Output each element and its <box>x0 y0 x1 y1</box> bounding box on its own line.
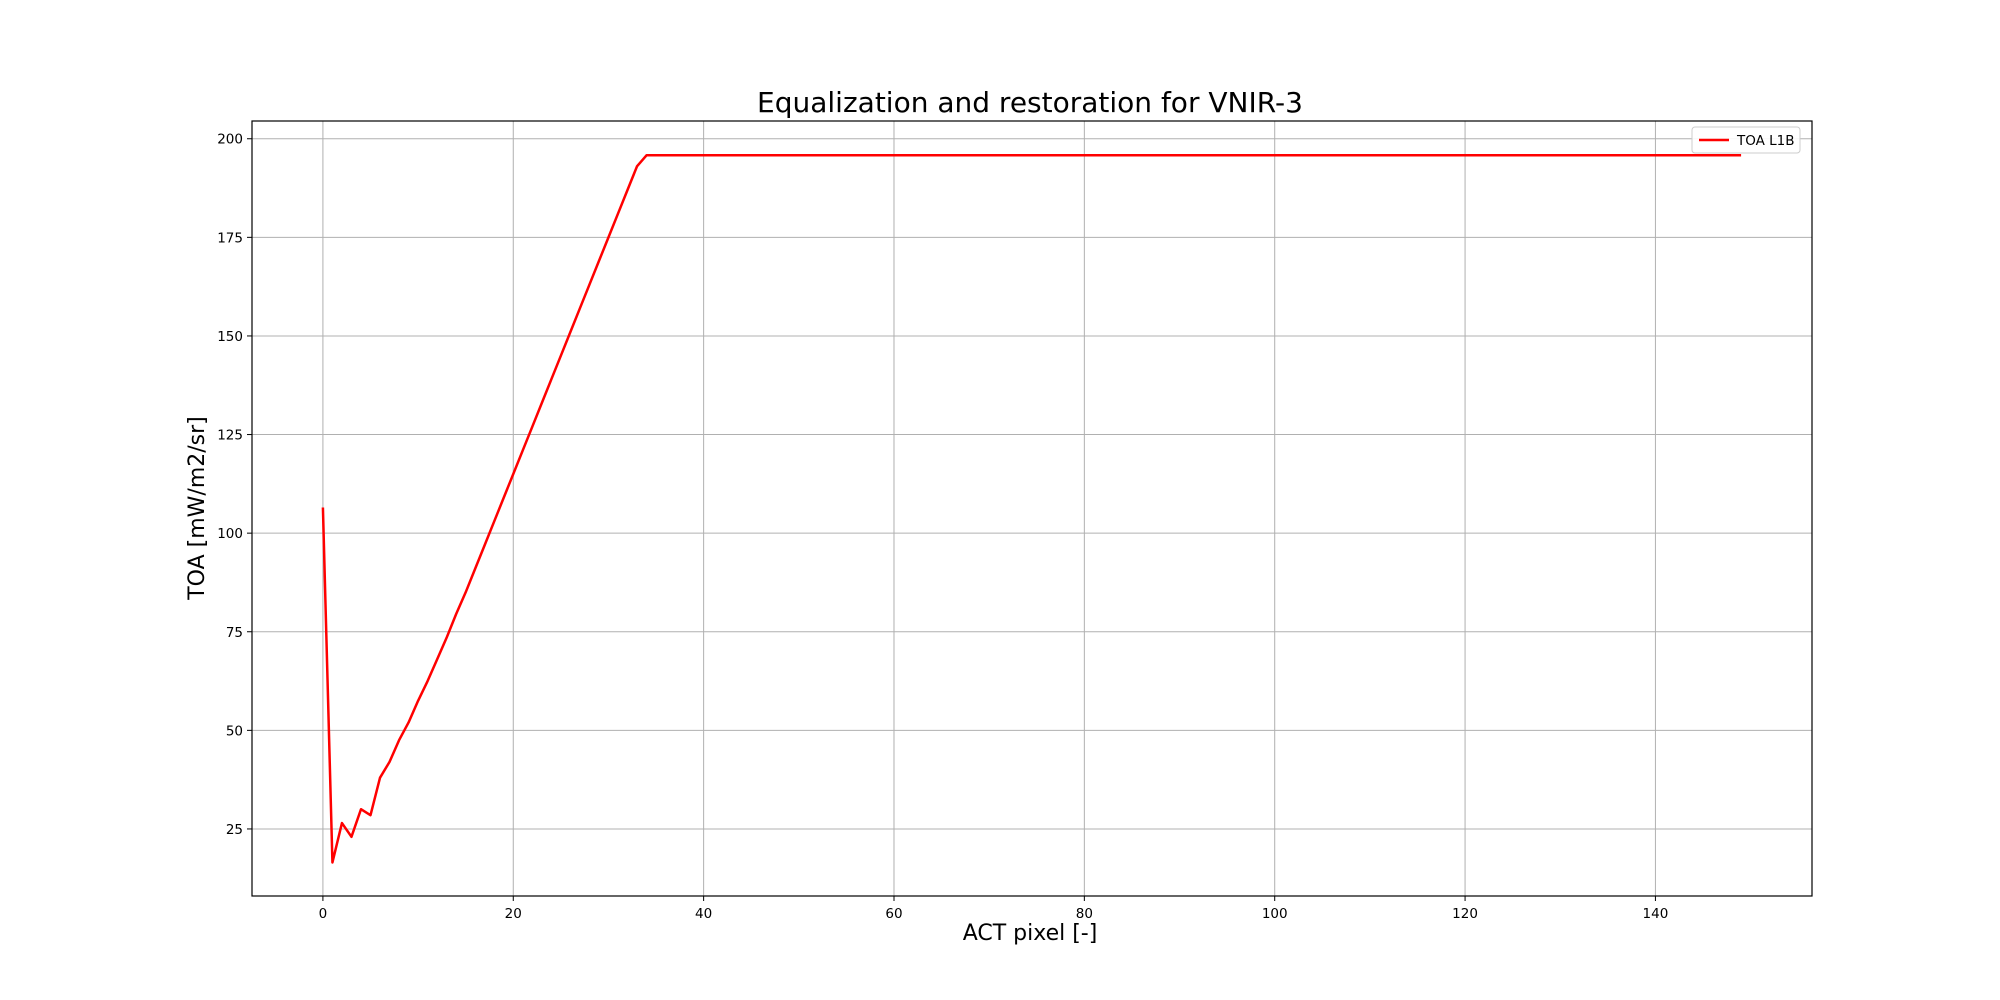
series-line-toa-l1b <box>321 154 1742 864</box>
ticks: 0 20 40 60 80 100 120 140 25 50 75 100 125 150 175 200 <box>217 132 1668 922</box>
y-tick-label: 125 <box>217 428 243 444</box>
legend: TOA L1B <box>1691 126 1801 154</box>
y-tick-label: 50 <box>226 723 243 739</box>
y-tick-label: 175 <box>217 230 243 246</box>
x-tick-label: 20 <box>505 906 522 922</box>
y-tick-label: 75 <box>226 625 243 641</box>
chart-title: Equalization and restoration for VNIR-3 <box>757 86 1303 119</box>
y-tick-label: 150 <box>217 329 243 345</box>
y-tick-label: 25 <box>226 822 243 838</box>
legend-box <box>1691 126 1801 154</box>
y-tick-label: 100 <box>217 526 243 542</box>
x-tick-label: 40 <box>695 906 712 922</box>
x-axis-label: ACT pixel [-] <box>963 921 1098 946</box>
legend-label: TOA L1B <box>1736 133 1795 149</box>
x-tick-label: 100 <box>1262 906 1288 922</box>
x-tick-label: 60 <box>885 906 902 922</box>
x-tick-label: 0 <box>319 906 328 922</box>
grid <box>252 121 1812 896</box>
x-tick-label: 140 <box>1643 906 1669 922</box>
y-axis-label: TOA [mW/m2/sr] <box>185 416 210 601</box>
plot-frame <box>251 120 1813 897</box>
x-tick-label: 80 <box>1076 906 1093 922</box>
x-tick-label: 120 <box>1452 906 1478 922</box>
series-layer <box>321 154 1742 864</box>
y-tick-label: 200 <box>217 132 243 148</box>
